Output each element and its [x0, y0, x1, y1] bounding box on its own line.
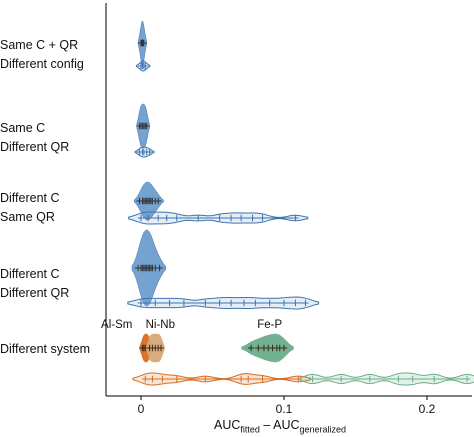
data-point-marker: [195, 214, 202, 222]
category-label-line: Different C: [0, 267, 60, 281]
data-point-marker: [163, 214, 170, 222]
data-point-marker: [309, 375, 316, 383]
data-point-marker: [463, 375, 471, 383]
category-label-line: Different config: [0, 57, 84, 71]
data-point-marker: [154, 214, 162, 222]
data-point-marker: [280, 344, 288, 352]
category-label: Different C Same QR: [0, 190, 60, 228]
annotation-fe-p: Fe-P: [257, 319, 282, 331]
data-point-marker: [202, 375, 209, 383]
data-point-marker: [173, 214, 180, 222]
data-point-marker: [216, 299, 223, 307]
category-label-line: Same QR: [0, 210, 55, 224]
annotation-al-sm: Al-Sm: [101, 319, 132, 331]
category-label-line: Different QR: [0, 140, 70, 154]
data-point-marker: [149, 375, 156, 383]
data-point-marker: [292, 214, 299, 222]
annotation-ni-nb: Ni-Nb: [146, 319, 175, 331]
category-label: Same C + QR Different config: [0, 37, 84, 75]
data-point-marker: [156, 264, 163, 272]
data-point-marker: [142, 62, 149, 70]
data-point-marker: [143, 122, 150, 130]
data-point-marker: [227, 299, 235, 307]
data-point-marker: [140, 39, 148, 47]
data-point-marker: [152, 299, 159, 307]
data-point-marker: [144, 214, 152, 222]
data-point-marker: [266, 299, 273, 307]
data-point-marker: [180, 299, 188, 307]
x-tick-label: 0.1: [276, 402, 293, 416]
data-point-marker: [252, 299, 259, 307]
data-point-marker: [338, 375, 345, 383]
data-point-marker: [146, 148, 153, 156]
data-point-marker: [259, 214, 266, 222]
x-axis-label: AUCfitted – AUCgeneralized: [214, 418, 347, 435]
data-point-marker: [409, 375, 416, 383]
data-point-marker: [302, 299, 309, 307]
data-point-marker: [159, 375, 166, 383]
category-label-line: Same C + QR: [0, 38, 79, 52]
category-label: Different system: [0, 341, 90, 360]
data-point-marker: [237, 214, 245, 222]
data-point-marker: [202, 299, 209, 307]
category-label-line: Different C: [0, 191, 60, 205]
data-point-marker: [255, 344, 262, 352]
plot-area: 0 0.1 0.2 Al-Sm Ni-Nb Fe-P: [101, 3, 474, 416]
data-point-marker: [227, 214, 235, 222]
category-label-line: Same C: [0, 121, 46, 135]
data-point-marker: [142, 375, 149, 383]
data-point-marker: [216, 214, 223, 222]
data-point-marker: [395, 375, 402, 383]
data-point-marker: [245, 375, 252, 383]
data-point-marker: [240, 299, 248, 307]
category-label-line: Different QR: [0, 286, 70, 300]
data-point-marker: [280, 299, 288, 307]
data-point-marker: [154, 197, 162, 205]
data-point-marker: [137, 299, 145, 307]
data-point-marker: [292, 299, 299, 307]
x-tick-label: 0: [138, 402, 145, 416]
x-tick-label: 0.2: [419, 402, 436, 416]
category-label: Different C Different QR: [0, 266, 69, 304]
data-point-marker: [166, 299, 173, 307]
category-label-line: Different system: [0, 341, 91, 356]
category-label: Same C Different QR: [0, 120, 69, 158]
data-point-marker: [247, 344, 255, 352]
data-point-marker: [137, 214, 145, 222]
data-point-marker: [237, 375, 245, 383]
data-point-marker: [157, 344, 165, 352]
data-point-marker: [366, 375, 373, 383]
data-point-marker: [430, 375, 438, 383]
data-point-marker: [259, 375, 266, 383]
data-point-marker: [173, 375, 180, 383]
data-point-marker: [249, 214, 256, 222]
